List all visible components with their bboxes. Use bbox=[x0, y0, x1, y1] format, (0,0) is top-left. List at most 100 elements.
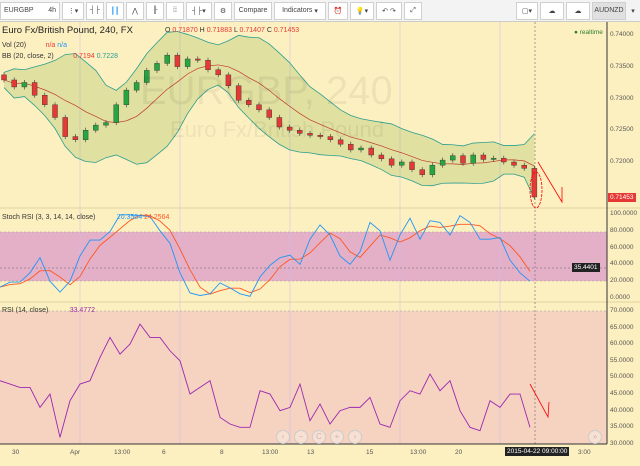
time-tick: 8 bbox=[220, 449, 224, 456]
realtime-indicator: ● realtime bbox=[574, 29, 603, 36]
stoch-k-line bbox=[0, 214, 531, 297]
gear-icon[interactable]: ⚙ bbox=[214, 1, 232, 20]
bb-legend[interactable]: BB (20, close, 2) 0.7194 0.7228 bbox=[2, 53, 118, 60]
candle bbox=[337, 139, 344, 145]
candle bbox=[184, 58, 191, 67]
indicators-button[interactable]: Indicators ▾ bbox=[274, 1, 326, 20]
ohlc-legend: O 0.71870 H 0.71883 L 0.71407 C 0.71453 bbox=[165, 27, 300, 34]
candle bbox=[154, 63, 160, 71]
scroll-to-end-button[interactable]: » bbox=[588, 430, 602, 444]
candle bbox=[286, 126, 293, 131]
candle bbox=[348, 143, 354, 151]
candle bbox=[62, 117, 68, 137]
candle bbox=[409, 161, 415, 170]
time-tick: 13 bbox=[307, 449, 315, 456]
scroll-left-button[interactable]: ‹ bbox=[276, 430, 290, 444]
fullscreen-icon[interactable]: ⤢ bbox=[404, 1, 422, 20]
watermark-name: Euro Fx/British Pound bbox=[170, 117, 384, 142]
candle bbox=[72, 136, 79, 140]
chart-area[interactable]: EURGBP, 240 Euro Fx/British Pound Euro F… bbox=[0, 22, 640, 466]
candle bbox=[307, 133, 313, 136]
cloud-download-icon[interactable]: ☁ bbox=[540, 1, 564, 20]
stoch-tick: 0.0000 bbox=[610, 294, 630, 301]
line-chart-icon[interactable]: ⋀ bbox=[126, 1, 144, 20]
candle bbox=[297, 129, 303, 134]
candle bbox=[144, 70, 150, 83]
candle bbox=[521, 164, 527, 169]
compare-button[interactable]: Compare bbox=[234, 1, 272, 20]
candle bbox=[31, 82, 38, 96]
undo-redo-button[interactable]: ↶ ↷ bbox=[376, 1, 402, 20]
heikin-ashi-icon[interactable]: ⁞⁞ bbox=[166, 1, 184, 20]
stoch-tick: 80.0000 bbox=[610, 226, 634, 234]
volume-legend[interactable]: Vol (20) n/a n/a bbox=[2, 42, 67, 49]
candle bbox=[531, 168, 538, 198]
area-chart-icon[interactable]: ╟ bbox=[146, 1, 164, 20]
stoch-tick: 40.0000 bbox=[610, 260, 634, 268]
toolbar: EURGBP 4h ⋮▾ ┤├ ┃┃ ⋀ ╟ ⁞⁞ ┤├▾ ⚙ Compare I… bbox=[0, 0, 640, 22]
bb-basis bbox=[3, 64, 535, 167]
candle bbox=[82, 129, 89, 140]
time-tick: 20 bbox=[455, 449, 463, 456]
symbol-input[interactable]: EURGBP 4h bbox=[0, 1, 60, 20]
bb-upper bbox=[3, 31, 535, 147]
alarm-icon[interactable]: ⏰ bbox=[328, 1, 348, 20]
symbol-title: Euro Fx/British Pound, 240, FX bbox=[2, 25, 133, 36]
time-tick: 6 bbox=[162, 449, 166, 456]
candle bbox=[368, 147, 374, 156]
candle bbox=[439, 159, 446, 166]
stoch-tick: 100.0000 bbox=[610, 210, 638, 217]
rsi-tick: 65.0000 bbox=[610, 323, 634, 331]
candle bbox=[174, 54, 181, 67]
candle bbox=[327, 136, 334, 140]
stoch-tick: 20.0000 bbox=[610, 277, 634, 285]
candle bbox=[511, 161, 517, 166]
bb-lower bbox=[3, 84, 535, 199]
candle bbox=[195, 58, 201, 61]
candle bbox=[1, 74, 7, 81]
candle bbox=[266, 109, 272, 118]
bar-chart-icon[interactable]: ┤├ bbox=[86, 1, 104, 20]
reset-button[interactable]: C bbox=[312, 430, 326, 444]
rsi-tick: 35.0000 bbox=[610, 423, 634, 431]
color-dropdown[interactable]: ▢▾ bbox=[516, 1, 538, 20]
candle bbox=[11, 79, 17, 88]
candle bbox=[21, 82, 28, 88]
candle bbox=[246, 100, 252, 105]
watermark-symbol: EURGBP, 240 bbox=[140, 69, 393, 113]
idea-icon[interactable]: 💡▾ bbox=[350, 1, 374, 20]
candle bbox=[429, 164, 436, 175]
zoom-out-button[interactable]: − bbox=[294, 430, 308, 444]
candle bbox=[256, 104, 262, 111]
time-tick: 13:00 bbox=[262, 449, 279, 456]
candle bbox=[235, 85, 242, 101]
candle bbox=[276, 117, 283, 128]
stoch-d-line bbox=[0, 214, 531, 295]
rsi-tick: 60.0000 bbox=[610, 340, 634, 348]
price-tick: 0.72000 bbox=[610, 158, 634, 166]
scroll-right-button[interactable]: › bbox=[348, 430, 362, 444]
ellipse-drawing bbox=[529, 171, 543, 209]
interval-select[interactable]: 4h bbox=[48, 7, 56, 14]
candle bbox=[470, 154, 476, 164]
candle-chart-icon[interactable]: ┃┃ bbox=[106, 1, 124, 20]
account-symbol-button[interactable]: AUDNZD bbox=[592, 1, 626, 20]
chevron-down-icon[interactable]: ▾ bbox=[631, 7, 635, 15]
candle bbox=[123, 89, 130, 105]
zoom-in-button[interactable]: + bbox=[330, 430, 344, 444]
candle bbox=[388, 158, 395, 166]
more-button[interactable]: ⋮▾ bbox=[62, 1, 84, 20]
chart-canvas[interactable] bbox=[0, 22, 640, 466]
rsi-tick: 30.0000 bbox=[610, 439, 634, 447]
candle bbox=[215, 69, 221, 76]
candle bbox=[103, 122, 109, 126]
candle bbox=[450, 155, 456, 161]
rsi-legend[interactable]: RSI (14, close) 33.4772 bbox=[2, 307, 96, 314]
chart-style-dropdown[interactable]: ┤├▾ bbox=[186, 1, 212, 20]
candle bbox=[378, 154, 385, 160]
stoch-rsi-legend[interactable]: Stoch RSI (3, 3, 14, 14, close) 20.3504 … bbox=[2, 214, 170, 221]
candle bbox=[480, 154, 487, 160]
arrow-drawing bbox=[529, 383, 550, 419]
cloud-upload-icon[interactable]: ☁ bbox=[566, 1, 590, 20]
rsi-tick: 70.0000 bbox=[610, 307, 634, 314]
